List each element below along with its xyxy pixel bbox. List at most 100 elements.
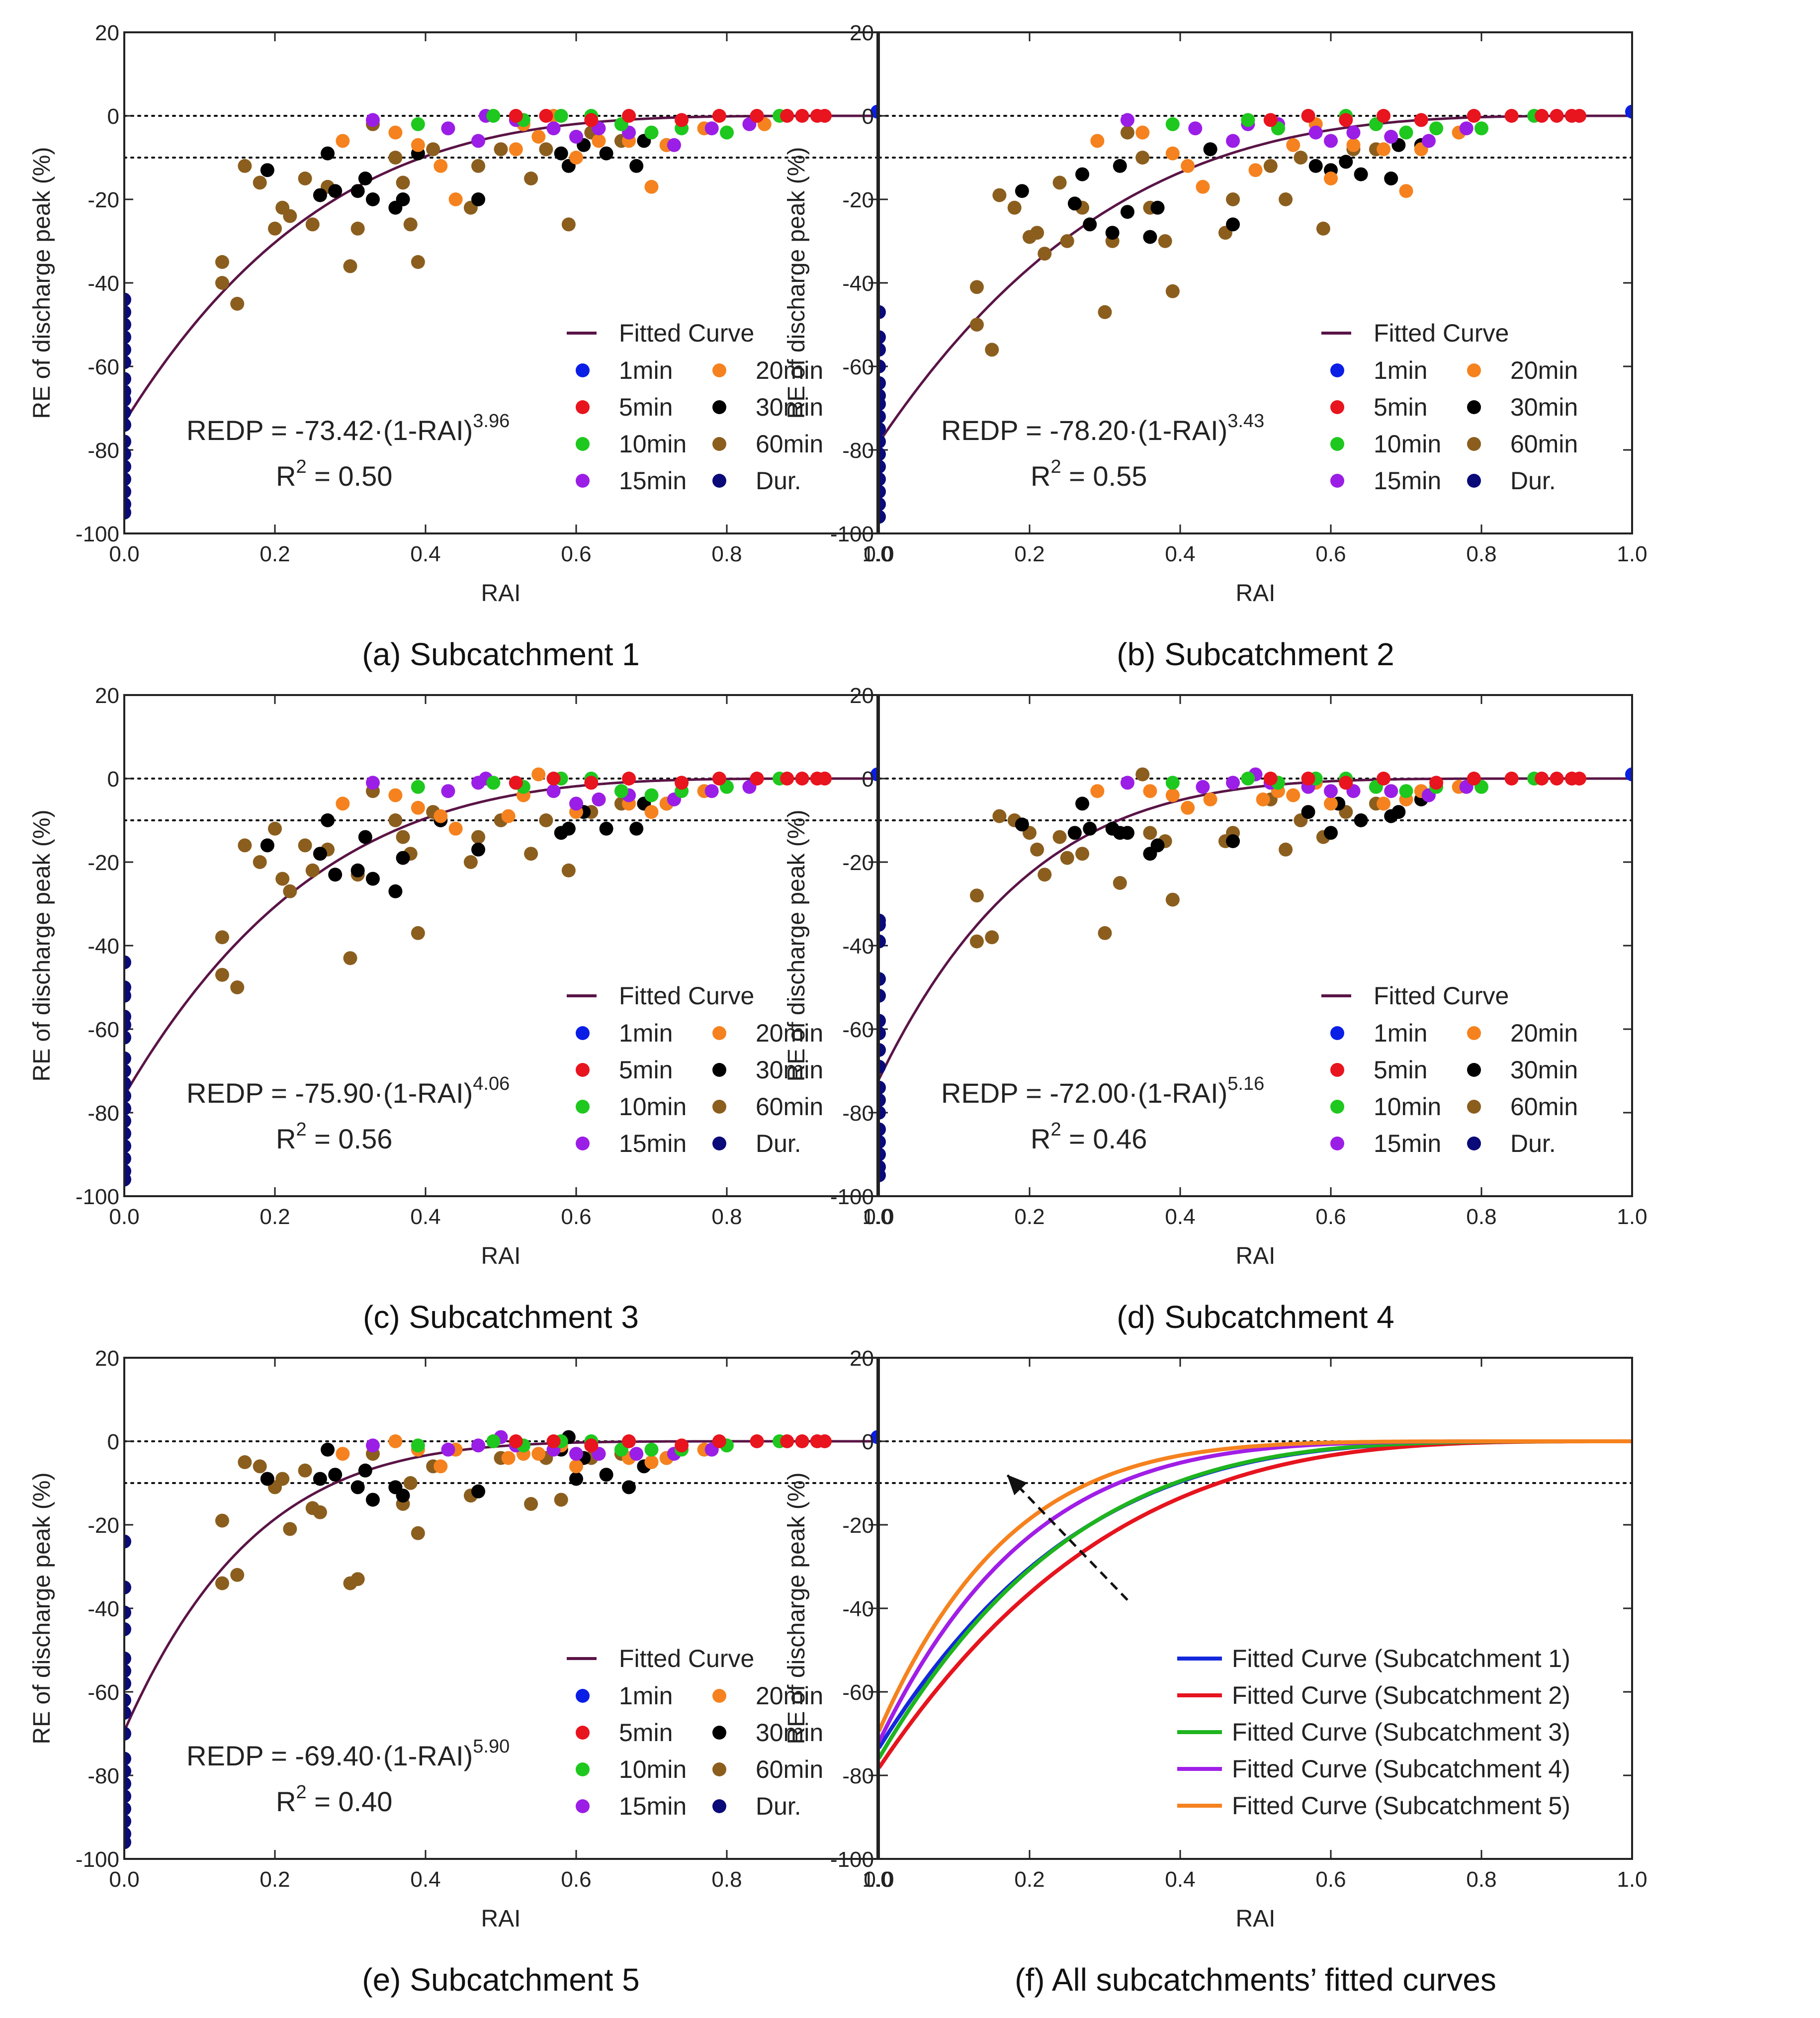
point-5min bbox=[795, 1434, 809, 1448]
point-20min bbox=[336, 134, 350, 148]
point-60min bbox=[230, 297, 245, 311]
legend: Fitted Curve 1min 20min 5min 30min 10min 60min… bbox=[567, 982, 823, 1157]
point-30min bbox=[1226, 834, 1240, 848]
point-5min bbox=[539, 109, 553, 123]
point-20min bbox=[411, 138, 425, 152]
series-5min bbox=[1263, 109, 1586, 127]
point-dur bbox=[124, 1580, 131, 1594]
y-tick-label: 20 bbox=[95, 21, 119, 45]
series-30min bbox=[1015, 792, 1428, 861]
x-tick-label: 0.2 bbox=[260, 1867, 290, 1892]
point-30min bbox=[313, 188, 327, 202]
point-30min bbox=[1113, 159, 1127, 173]
point-dur bbox=[879, 472, 886, 486]
legend-label-15min: 15min bbox=[619, 1130, 687, 1157]
point-60min bbox=[985, 930, 999, 945]
point-dur bbox=[124, 1776, 131, 1791]
point-dur bbox=[879, 305, 886, 319]
point-60min bbox=[238, 159, 252, 173]
point-30min bbox=[321, 1442, 335, 1457]
point-60min bbox=[539, 813, 553, 827]
point-60min bbox=[1052, 175, 1067, 190]
legend-label-60min: 60min bbox=[1510, 1093, 1578, 1121]
plot-frame bbox=[123, 31, 878, 534]
legend-label-30min: 30min bbox=[756, 1056, 823, 1084]
point-dur bbox=[124, 988, 131, 1003]
x-tick-label: 0.6 bbox=[1315, 1205, 1346, 1229]
legend-label-5min: 5min bbox=[1374, 393, 1427, 421]
point-30min bbox=[554, 146, 568, 161]
plot-frame bbox=[878, 31, 1633, 534]
r2-text: R2 = 0.55 bbox=[1031, 456, 1147, 492]
legend-marker-15min bbox=[1330, 474, 1344, 488]
y-axis-title: RE of discharge peak (%) bbox=[783, 1473, 810, 1745]
point-5min bbox=[750, 1434, 764, 1448]
legend-marker-10min bbox=[576, 1762, 590, 1776]
point-60min bbox=[305, 217, 320, 232]
y-tick-label: 0 bbox=[107, 104, 119, 129]
point-20min bbox=[644, 805, 659, 819]
point-5min bbox=[1377, 772, 1391, 786]
legend-label-fitted-curve-subcatchment-1: Fitted Curve (Subcatchment 1) bbox=[1232, 1645, 1570, 1672]
legend-label-20min: 20min bbox=[1510, 356, 1578, 384]
point-60min bbox=[268, 821, 282, 836]
y-tick-label: -60 bbox=[87, 355, 119, 379]
point-5min bbox=[1550, 109, 1564, 123]
legend-marker-10min bbox=[576, 1100, 590, 1114]
point-dur bbox=[879, 1093, 886, 1107]
legend-marker-5min bbox=[1330, 1063, 1344, 1077]
point-dur bbox=[124, 1651, 131, 1666]
point-15min bbox=[546, 121, 561, 136]
r2-text: R2 = 0.46 bbox=[1031, 1119, 1147, 1154]
point-30min bbox=[1301, 805, 1315, 819]
point-10min bbox=[486, 1434, 501, 1448]
y-tick-label: -20 bbox=[842, 188, 874, 212]
point-60min bbox=[539, 142, 553, 157]
point-60min bbox=[215, 930, 229, 945]
point-dur bbox=[879, 459, 886, 474]
point-60min bbox=[396, 830, 410, 844]
point-dur bbox=[124, 447, 131, 461]
point-dur bbox=[124, 405, 131, 420]
x-tick-label: 0.2 bbox=[1014, 542, 1044, 566]
point-60min bbox=[298, 172, 312, 185]
point-10min bbox=[644, 788, 659, 802]
point-5min bbox=[622, 1434, 636, 1448]
point-5min bbox=[622, 772, 636, 786]
point-5min bbox=[1301, 109, 1315, 123]
point-dur bbox=[124, 1664, 131, 1678]
point-5min bbox=[546, 772, 561, 786]
point-dur bbox=[879, 1080, 886, 1095]
x-tick-label: 0.2 bbox=[1014, 1867, 1044, 1892]
fit-equation: REDP = -73.42·(1-RAI)3.96 R2 = 0.50 bbox=[186, 411, 510, 492]
point-dur bbox=[124, 1018, 131, 1032]
point-15min bbox=[365, 113, 380, 127]
point-20min bbox=[1090, 134, 1105, 148]
point-5min bbox=[675, 113, 689, 127]
x-tick-label: 0.8 bbox=[1466, 1205, 1496, 1229]
y-tick-label: -40 bbox=[87, 1597, 119, 1621]
point-dur bbox=[124, 418, 131, 432]
legend-marker-15min bbox=[576, 1799, 590, 1813]
x-tick-label: 1.0 bbox=[862, 1867, 892, 1892]
y-tick-label: 0 bbox=[107, 767, 119, 791]
point-60min bbox=[1158, 234, 1172, 248]
point-10min bbox=[1165, 776, 1180, 790]
point-15min bbox=[471, 1438, 486, 1453]
r2-sup: 2 bbox=[296, 456, 306, 477]
point-60min bbox=[253, 175, 267, 190]
legend-label-fitted-curve-subcatchment-5: Fitted Curve (Subcatchment 5) bbox=[1232, 1792, 1570, 1820]
point-60min bbox=[343, 259, 357, 273]
point-15min bbox=[441, 784, 455, 798]
legend-label-30min: 30min bbox=[1510, 1056, 1578, 1084]
y-tick-label: -40 bbox=[842, 934, 874, 959]
point-5min bbox=[712, 772, 726, 786]
plot-area bbox=[124, 767, 877, 1187]
r2-value: = 0.55 bbox=[1061, 460, 1147, 492]
point-15min bbox=[569, 1447, 583, 1461]
legend-label-1min: 1min bbox=[619, 1019, 673, 1047]
point-60min bbox=[411, 255, 425, 269]
point-60min bbox=[969, 280, 984, 294]
point-5min bbox=[1414, 113, 1428, 127]
